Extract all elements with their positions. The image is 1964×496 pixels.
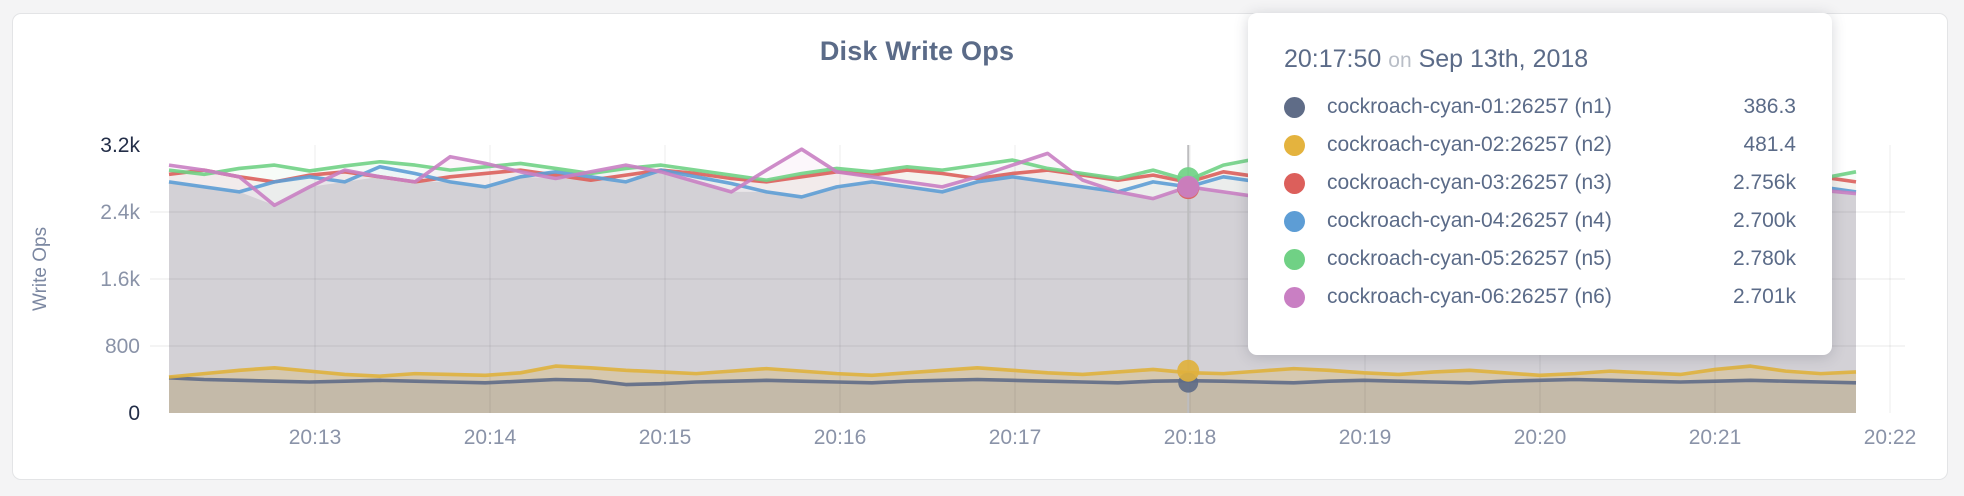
chart-title: Disk Write Ops bbox=[819, 36, 1015, 66]
series-line-n1 bbox=[168, 376, 1857, 387]
x-axis-tick-label: 20:22 bbox=[1864, 426, 1917, 449]
series-line-n2 bbox=[168, 364, 1857, 379]
legend-series-label: cockroach-cyan-02:26257 (n2) bbox=[1327, 133, 1612, 156]
legend-series-label: cockroach-cyan-01:26257 (n1) bbox=[1327, 95, 1612, 118]
legend-row: cockroach-cyan-04:26257 (n4) 2.700k bbox=[1284, 202, 1796, 240]
legend-series-value: 386.3 bbox=[1743, 95, 1796, 118]
x-axis-tick-label: 20:14 bbox=[464, 426, 517, 449]
chart-tooltip: 20:17:50 on Sep 13th, 2018 cockroach-cya… bbox=[1248, 13, 1832, 355]
x-axis-tick-label: 20:20 bbox=[1514, 426, 1567, 449]
y-axis-tick-label: 0 bbox=[128, 402, 140, 425]
legend-row: cockroach-cyan-02:26257 (n2) 481.4 bbox=[1284, 126, 1796, 164]
legend-series-value: 481.4 bbox=[1743, 133, 1796, 156]
legend-row: cockroach-cyan-05:26257 (n5) 2.780k bbox=[1284, 240, 1796, 278]
x-axis-tick-label: 20:21 bbox=[1689, 426, 1742, 449]
legend-series-value: 2.701k bbox=[1732, 285, 1796, 308]
tooltip-legend: cockroach-cyan-01:26257 (n1) 386.3 cockroa… bbox=[1284, 88, 1796, 316]
hover-dot-n6 bbox=[1177, 175, 1200, 198]
y-axis-tick-label: 3.2k bbox=[100, 134, 140, 157]
legend-series-label: cockroach-cyan-05:26257 (n5) bbox=[1327, 247, 1612, 270]
series-area-fill-n2 bbox=[169, 366, 1856, 413]
tooltip-time: 20:17:50 bbox=[1284, 45, 1382, 73]
legend-series-label: cockroach-cyan-06:26257 (n6) bbox=[1327, 285, 1612, 308]
legend-series-label: cockroach-cyan-04:26257 (n4) bbox=[1327, 209, 1612, 232]
y-axis-tick-label: 1.6k bbox=[100, 268, 140, 291]
legend-series-dot-icon bbox=[1284, 134, 1305, 156]
x-axis-tick-label: 20:19 bbox=[1339, 426, 1392, 449]
tooltip-date: Sep 13th, 2018 bbox=[1418, 45, 1589, 73]
legend-series-value: 2.756k bbox=[1732, 171, 1796, 194]
legend-series-label: cockroach-cyan-03:26257 (n3) bbox=[1327, 171, 1612, 194]
x-axis-tick-label: 20:17 bbox=[989, 426, 1042, 449]
legend-row: cockroach-cyan-03:26257 (n3) 2.756k bbox=[1284, 164, 1796, 202]
legend-row: cockroach-cyan-06:26257 (n6) 2.701k bbox=[1284, 278, 1796, 316]
legend-series-dot-icon bbox=[1284, 96, 1305, 118]
x-axis-tick-label: 20:16 bbox=[814, 426, 867, 449]
y-axis-tick-label: 800 bbox=[105, 335, 140, 358]
y-axis-tick-label: 2.4k bbox=[100, 201, 140, 224]
legend-series-value: 2.700k bbox=[1732, 209, 1796, 232]
x-axis-tick-label: 20:13 bbox=[289, 426, 342, 449]
x-axis-tick-label: 20:18 bbox=[1164, 426, 1217, 449]
hover-dot-n2 bbox=[1177, 359, 1200, 382]
legend-series-dot-icon bbox=[1284, 248, 1305, 270]
legend-series-dot-icon bbox=[1284, 286, 1305, 308]
legend-series-dot-icon bbox=[1284, 172, 1305, 194]
x-axis-tick-label: 20:15 bbox=[639, 426, 692, 449]
legend-series-dot-icon bbox=[1284, 210, 1305, 232]
legend-series-value: 2.780k bbox=[1732, 247, 1796, 270]
series-area-fill-n1 bbox=[169, 377, 1856, 413]
tooltip-on-word: on bbox=[1388, 49, 1412, 72]
tooltip-header: 20:17:50 on Sep 13th, 2018 bbox=[1284, 45, 1796, 74]
legend-row: cockroach-cyan-01:26257 (n1) 386.3 bbox=[1284, 88, 1796, 126]
